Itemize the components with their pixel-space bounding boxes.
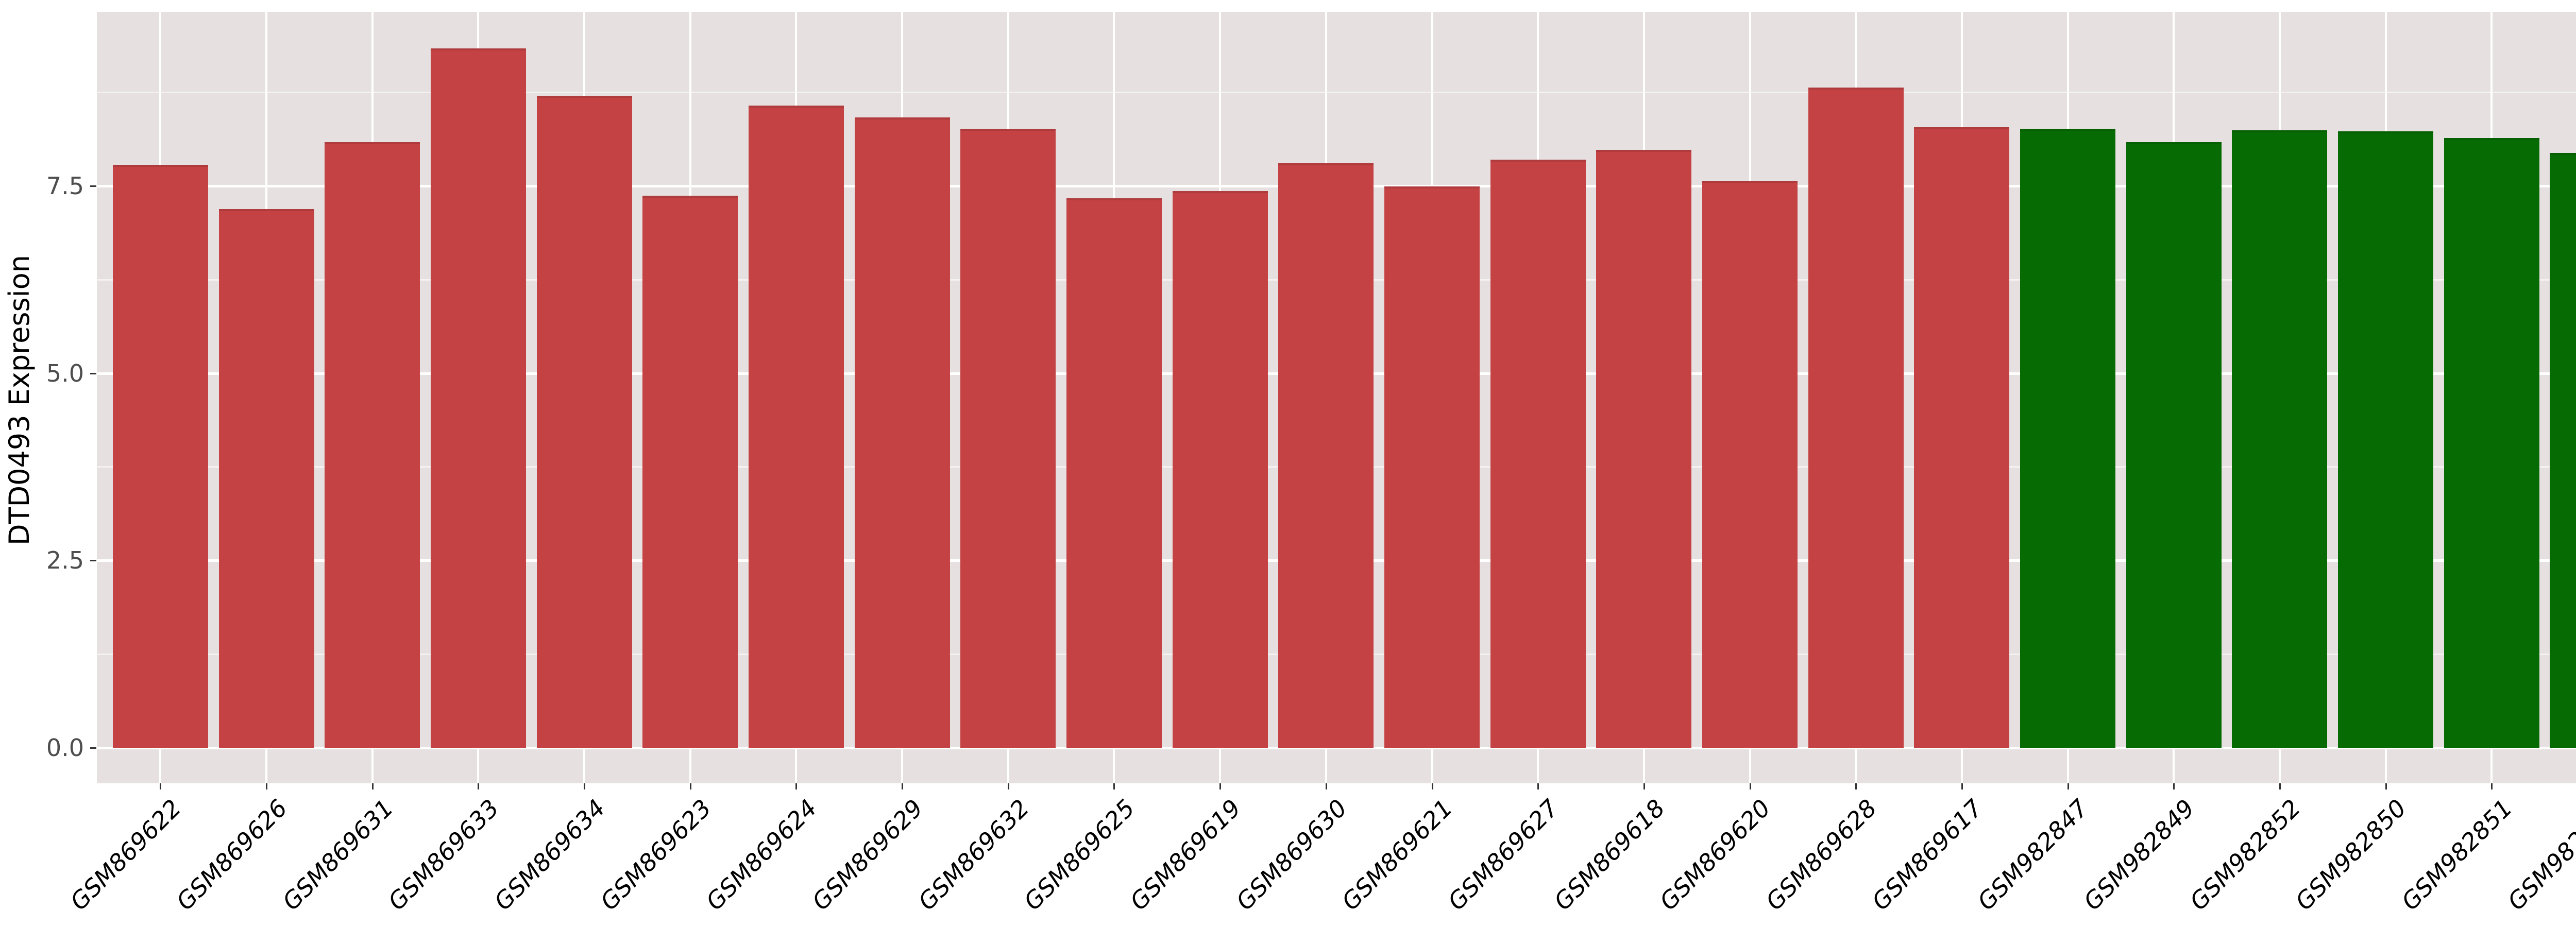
bar-GSM982852 bbox=[2232, 130, 2328, 748]
x-tick-mark bbox=[1113, 783, 1115, 789]
x-tick-mark bbox=[1643, 783, 1645, 789]
x-tick-mark bbox=[266, 783, 268, 789]
x-tick-mark bbox=[1325, 783, 1327, 789]
y-tick-label: 5.0 bbox=[46, 359, 84, 387]
y-tick-label: 2.5 bbox=[46, 546, 84, 575]
x-tick-label: GSM869618 bbox=[1548, 794, 1670, 916]
bar-GSM869624 bbox=[748, 106, 844, 748]
y-tick-label: 0.0 bbox=[46, 734, 84, 762]
bar-GSM869626 bbox=[218, 209, 314, 748]
x-tick-label: GSM869619 bbox=[1124, 794, 1246, 916]
x-tick-mark bbox=[2279, 783, 2281, 789]
x-tick-label: GSM982847 bbox=[1972, 794, 2094, 916]
x-tick-label: GSM869624 bbox=[700, 794, 823, 916]
bar-GSM982851 bbox=[2444, 138, 2539, 748]
bar-GSM869620 bbox=[1702, 180, 1798, 748]
bar-GSM869632 bbox=[960, 129, 1056, 748]
bar-GSM869629 bbox=[854, 117, 950, 748]
x-tick-label: GSM869626 bbox=[171, 794, 293, 916]
x-tick-mark bbox=[1219, 783, 1222, 789]
y-tick-mark bbox=[90, 185, 96, 187]
bar-GSM869631 bbox=[325, 142, 420, 748]
x-tick-label: GSM869633 bbox=[382, 794, 505, 916]
bar-GSM982848 bbox=[2550, 152, 2576, 748]
x-tick-label: GSM982851 bbox=[2396, 794, 2518, 916]
x-tick-mark bbox=[1961, 783, 1963, 789]
bar-GSM869630 bbox=[1278, 163, 1374, 748]
bar-GSM869633 bbox=[430, 48, 526, 748]
bar-GSM869623 bbox=[642, 195, 738, 748]
y-tick-mark bbox=[90, 372, 96, 374]
x-tick-mark bbox=[478, 783, 480, 789]
x-tick-mark bbox=[160, 783, 162, 789]
x-tick-label: GSM869632 bbox=[912, 794, 1035, 916]
x-tick-mark bbox=[689, 783, 691, 789]
x-tick-mark bbox=[1749, 783, 1751, 789]
x-tick-label: GSM869631 bbox=[277, 794, 399, 916]
x-tick-mark bbox=[584, 783, 586, 789]
bar-GSM869627 bbox=[1490, 159, 1586, 748]
x-tick-label: GSM869630 bbox=[1230, 794, 1352, 916]
y-tick-mark bbox=[90, 747, 96, 749]
bar-GSM982849 bbox=[2126, 142, 2222, 748]
minor-gridline bbox=[97, 91, 2576, 93]
x-tick-label: GSM869629 bbox=[806, 794, 928, 916]
x-tick-mark bbox=[902, 783, 904, 789]
x-tick-mark bbox=[795, 783, 798, 789]
plot-panel bbox=[97, 12, 2576, 783]
x-tick-label: GSM869623 bbox=[595, 794, 717, 916]
x-tick-label: GSM869617 bbox=[1866, 794, 1988, 916]
x-tick-mark bbox=[1855, 783, 1857, 789]
x-tick-label: GSM869634 bbox=[488, 794, 611, 916]
x-tick-mark bbox=[2067, 783, 2069, 789]
x-tick-label: GSM869622 bbox=[64, 794, 187, 916]
x-tick-label: GSM982852 bbox=[2184, 794, 2306, 916]
x-tick-label: GSM869628 bbox=[1760, 794, 1882, 916]
x-tick-label: GSM982849 bbox=[2078, 794, 2200, 916]
major-gridline bbox=[97, 747, 2576, 749]
x-tick-mark bbox=[1537, 783, 1539, 789]
x-tick-label: GSM869620 bbox=[1654, 794, 1776, 916]
bar-GSM869618 bbox=[1596, 149, 1692, 748]
x-tick-mark bbox=[2173, 783, 2175, 789]
x-tick-mark bbox=[371, 783, 374, 789]
bar-GSM869628 bbox=[1808, 88, 1904, 748]
bar-GSM982850 bbox=[2338, 131, 2434, 748]
y-tick-mark bbox=[90, 560, 96, 562]
bar-GSM869634 bbox=[536, 96, 632, 748]
bar-GSM869617 bbox=[1914, 127, 2010, 748]
bar-GSM869619 bbox=[1172, 191, 1268, 748]
y-tick-label: 7.5 bbox=[46, 171, 84, 200]
bar-GSM869625 bbox=[1066, 198, 1162, 748]
x-tick-label: GSM869621 bbox=[1336, 794, 1459, 916]
x-tick-label: GSM982850 bbox=[2290, 794, 2412, 916]
bar-GSM982847 bbox=[2020, 129, 2116, 748]
bar-GSM869622 bbox=[112, 165, 208, 748]
x-tick-mark bbox=[2385, 783, 2387, 789]
x-tick-label: GSM869625 bbox=[1018, 794, 1141, 916]
x-tick-mark bbox=[2491, 783, 2493, 789]
bar-GSM869621 bbox=[1384, 186, 1480, 748]
x-tick-mark bbox=[1007, 783, 1009, 789]
x-tick-mark bbox=[1431, 783, 1433, 789]
x-tick-label: GSM869627 bbox=[1442, 794, 1564, 916]
